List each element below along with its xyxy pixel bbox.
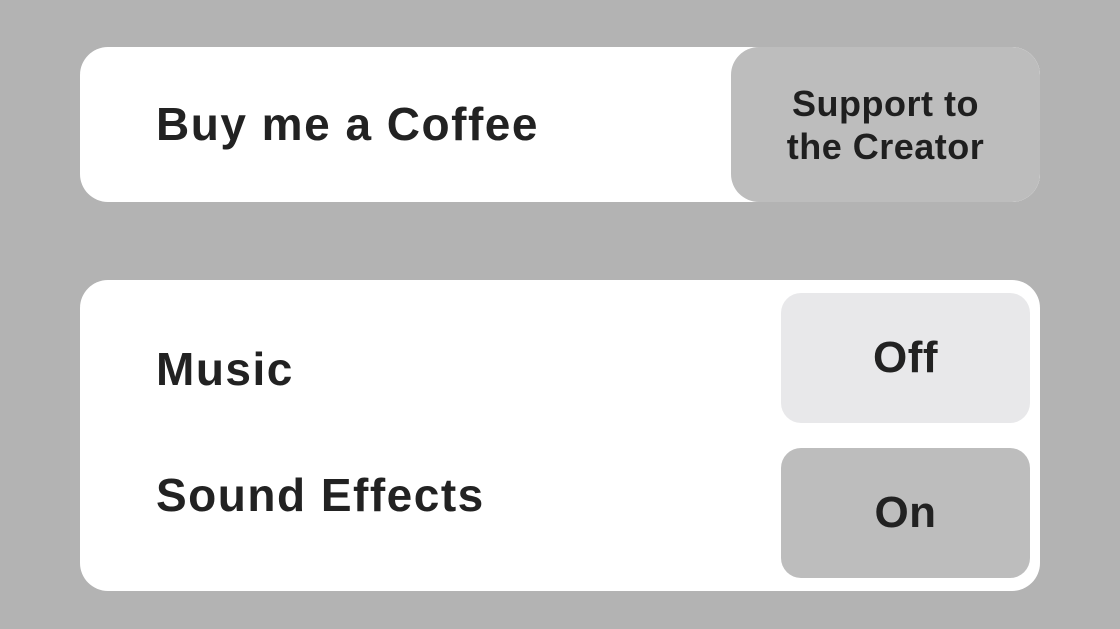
sound-effects-toggle-button[interactable]: On: [781, 448, 1030, 578]
music-toggle-state: Off: [872, 333, 939, 382]
sound-effects-toggle-state: On: [874, 488, 937, 537]
support-creator-button-label: Support to the Creator: [786, 82, 985, 167]
sound-effects-label: Sound Effects: [156, 469, 485, 521]
support-creator-button[interactable]: Support to the Creator: [731, 47, 1040, 202]
buy-coffee-panel: Buy me a Coffee Support to the Creator: [80, 47, 1040, 202]
audio-settings-panel: Music Off Sound Effects On: [80, 280, 1040, 591]
music-toggle-button[interactable]: Off: [781, 293, 1030, 423]
music-label: Music: [156, 343, 294, 395]
buy-coffee-label: Buy me a Coffee: [156, 98, 539, 150]
